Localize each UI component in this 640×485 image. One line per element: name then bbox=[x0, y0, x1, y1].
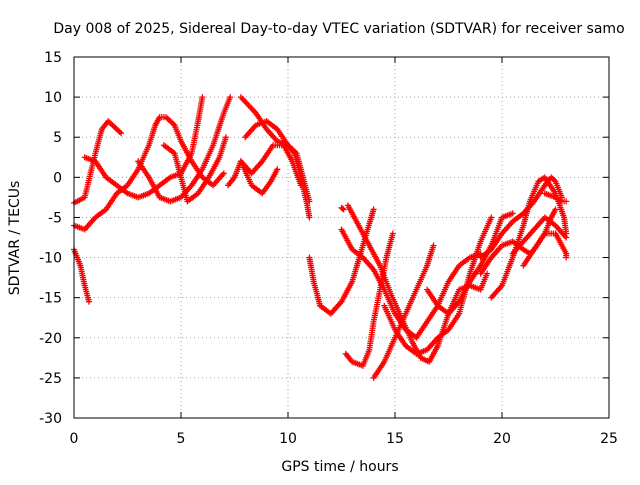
data-series-pass-18 bbox=[488, 174, 570, 301]
data-point bbox=[552, 206, 559, 213]
y-tick-label: 15 bbox=[44, 50, 62, 66]
data-point bbox=[227, 94, 234, 101]
data-point bbox=[563, 234, 570, 241]
axis-ticks: 0 5 10 15 20 25 -30 -25 -20 -15 -10 -5 0 5 10 15 bbox=[39, 50, 618, 447]
x-tick-label: 10 bbox=[279, 431, 297, 447]
plot-frame bbox=[73, 56, 610, 419]
data-point bbox=[488, 214, 495, 221]
data-series-pass-15 bbox=[381, 214, 495, 357]
data-series-pass-24 bbox=[338, 204, 347, 213]
data-series-pass-3 bbox=[81, 94, 206, 201]
data-point bbox=[563, 198, 570, 205]
data-series-pass-10 bbox=[306, 206, 377, 317]
data-point bbox=[220, 170, 227, 177]
data-points bbox=[71, 94, 570, 381]
data-series-pass-16 bbox=[424, 210, 516, 317]
data-point bbox=[306, 198, 313, 205]
y-axis-label: SDTVAR / TECUs bbox=[7, 181, 23, 296]
data-series-pass-2 bbox=[71, 114, 227, 233]
data-point bbox=[340, 206, 347, 213]
y-tick-label: -20 bbox=[39, 331, 62, 347]
data-point bbox=[118, 130, 125, 137]
data-point bbox=[199, 94, 206, 101]
data-point bbox=[430, 242, 437, 249]
data-series-pass-17 bbox=[477, 174, 565, 261]
data-series-pass-4 bbox=[135, 94, 234, 205]
data-point bbox=[484, 270, 491, 277]
x-tick-label: 0 bbox=[70, 431, 79, 447]
y-tick-label: 0 bbox=[53, 170, 62, 186]
y-tick-label: 5 bbox=[53, 130, 62, 146]
data-point bbox=[222, 134, 229, 141]
data-point bbox=[274, 166, 281, 173]
x-tick-label: 20 bbox=[493, 431, 511, 447]
x-tick-label: 25 bbox=[600, 431, 618, 447]
data-series-pass-8 bbox=[242, 118, 313, 205]
data-point bbox=[85, 298, 92, 305]
data-series-pass-23 bbox=[71, 246, 92, 305]
y-tick-label: -10 bbox=[39, 251, 62, 267]
data-series-pass-14 bbox=[370, 242, 437, 381]
y-tick-label: -5 bbox=[48, 210, 62, 226]
data-point bbox=[231, 174, 238, 181]
y-tick-label: -25 bbox=[39, 371, 62, 387]
data-point bbox=[563, 254, 570, 261]
data-series-pass-1 bbox=[71, 118, 125, 207]
x-tick-label: 15 bbox=[386, 431, 404, 447]
data-series-pass-20 bbox=[509, 214, 570, 257]
x-axis-label: GPS time / hours bbox=[281, 459, 398, 475]
data-series-pass-13 bbox=[342, 230, 396, 369]
data-point bbox=[509, 210, 516, 217]
chart-title: Day 008 of 2025, Sidereal Day-to-day VTE… bbox=[53, 21, 624, 37]
x-tick-label: 5 bbox=[177, 431, 186, 447]
data-point bbox=[339, 205, 346, 212]
data-point bbox=[389, 230, 396, 237]
data-series-pass-5 bbox=[160, 134, 229, 205]
data-point bbox=[370, 206, 377, 213]
y-tick-label: -15 bbox=[39, 291, 62, 307]
data-series-pass-21 bbox=[520, 230, 570, 269]
data-series-pass-25 bbox=[225, 174, 238, 189]
data-series-pass-22 bbox=[541, 190, 570, 205]
y-tick-label: -30 bbox=[39, 411, 62, 427]
y-tick-label: 10 bbox=[44, 90, 62, 106]
data-point bbox=[306, 214, 313, 221]
